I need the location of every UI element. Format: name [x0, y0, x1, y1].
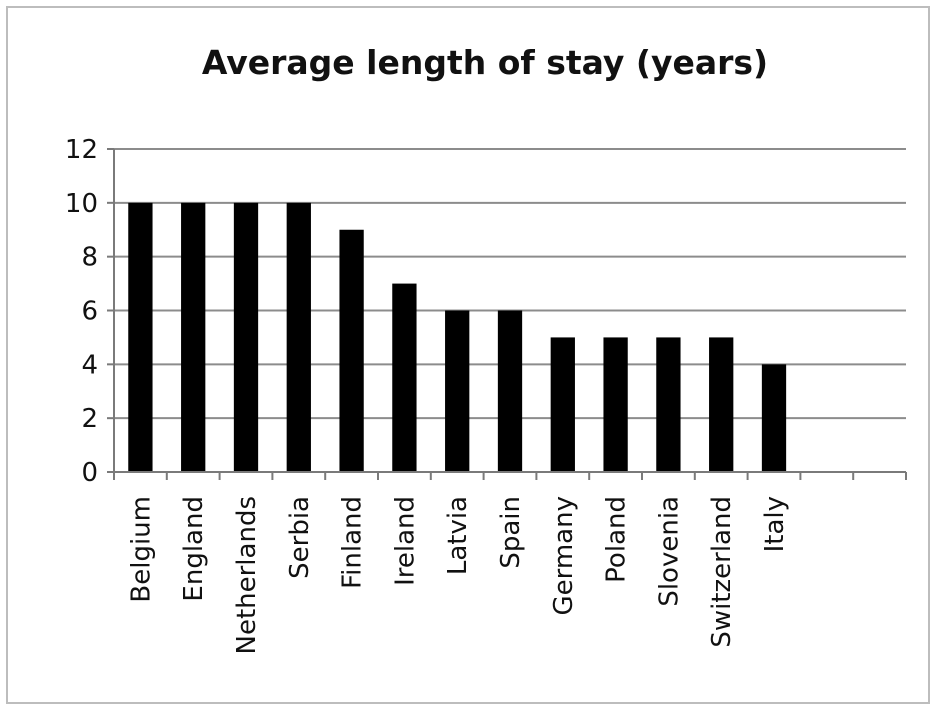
y-tick-label: 6 — [81, 297, 98, 327]
bar-spain — [497, 310, 523, 472]
bar-netherlands — [233, 202, 259, 473]
x-category-label: Netherlands — [232, 496, 262, 655]
y-tick-label: 12 — [65, 135, 98, 165]
x-category-labels: Belgium England Netherlands Serbia Finland Ir… — [126, 496, 790, 655]
bar-slovenia — [656, 337, 681, 472]
x-category-label: Serbia — [285, 496, 315, 579]
bar-finland — [339, 229, 364, 472]
y-tick-labels: 0 2 4 6 8 10 12 — [65, 135, 98, 488]
bar-serbia — [286, 202, 311, 473]
x-category-label: Switzerland — [707, 496, 737, 648]
x-category-label: Spain — [496, 496, 526, 569]
y-tick-label: 2 — [81, 404, 98, 434]
x-category-label: Germany — [549, 496, 579, 616]
x-category-label: England — [179, 496, 209, 602]
bar-england — [181, 202, 206, 473]
bars — [128, 202, 787, 473]
x-category-label: Slovenia — [654, 496, 684, 607]
y-tick-label: 4 — [81, 350, 98, 380]
bar-italy — [761, 364, 787, 472]
y-tick-label: 8 — [81, 243, 98, 273]
x-category-label: Italy — [760, 496, 790, 552]
chart-title: Average length of stay (years) — [202, 43, 768, 82]
bar-switzerland — [709, 337, 734, 472]
bar-belgium — [128, 202, 153, 473]
y-tick-label: 0 — [81, 458, 98, 488]
y-tick-label: 10 — [65, 189, 98, 219]
x-category-label: Poland — [602, 496, 632, 583]
axes — [107, 148, 907, 480]
x-category-label: Latvia — [443, 496, 473, 575]
x-category-label: Ireland — [390, 496, 420, 586]
x-category-label: Finland — [338, 496, 368, 589]
bar-poland — [603, 337, 628, 472]
bar-ireland — [392, 283, 417, 472]
bar-latvia — [445, 310, 470, 472]
bar-germany — [550, 337, 575, 472]
x-category-label: Belgium — [126, 496, 156, 603]
